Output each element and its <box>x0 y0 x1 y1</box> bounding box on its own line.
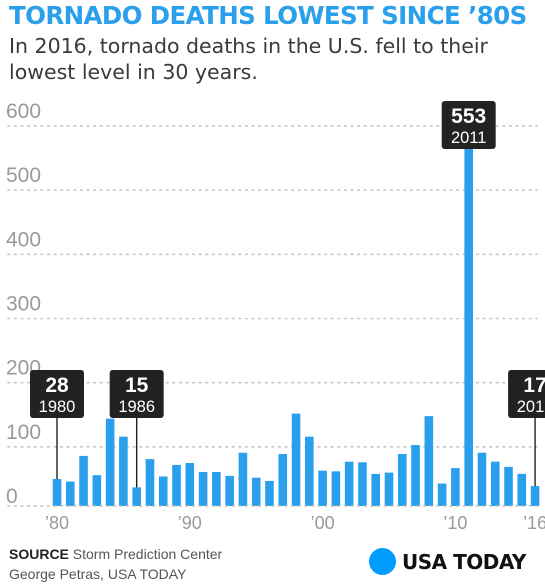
bar <box>477 452 487 506</box>
bar <box>225 475 234 506</box>
callout-box <box>508 370 545 418</box>
bar <box>119 436 128 506</box>
bar <box>344 461 354 506</box>
bar <box>517 473 527 506</box>
bar <box>65 481 75 506</box>
bar <box>384 472 394 506</box>
bar <box>397 454 407 506</box>
bar <box>305 436 314 506</box>
bar <box>371 473 381 506</box>
bar <box>278 454 288 506</box>
x-axis-ticks: ’80 ’90 ’00 ’10 ’16 <box>45 513 545 533</box>
bar <box>464 142 473 506</box>
bar <box>490 461 500 506</box>
x-tick-label: ’16 <box>523 513 545 533</box>
y-tick-label: 100 <box>6 421 41 444</box>
bar <box>238 452 248 506</box>
bar <box>172 464 181 506</box>
callout-box <box>441 101 496 149</box>
callout-box <box>30 370 84 418</box>
callout-year: 2011 <box>451 129 486 147</box>
callout-value: 17 <box>523 374 545 397</box>
gridlines <box>7 125 538 448</box>
brand-dot-icon <box>369 548 396 575</box>
bar <box>212 471 221 506</box>
bar <box>331 471 341 506</box>
bar <box>158 476 168 506</box>
bar <box>79 455 88 506</box>
callout-year: 1986 <box>118 398 155 416</box>
bar <box>318 470 327 506</box>
bar <box>437 483 447 506</box>
brand-wordmark: USA TODAY <box>402 549 526 574</box>
bar <box>451 468 460 506</box>
x-tick-label: ’10 <box>443 513 467 533</box>
bar <box>411 445 420 506</box>
chart-subtitle: In 2016, tornado deaths in the U.S. fell… <box>9 34 488 84</box>
usa-today-logo: USA TODAY <box>369 548 526 575</box>
bar <box>185 462 195 506</box>
bar <box>358 462 367 506</box>
x-tick-label: ’80 <box>45 513 69 533</box>
source-note: SOURCE Storm Prediction Center <box>9 546 222 562</box>
bar <box>105 418 115 506</box>
source-text: Storm Prediction Center <box>68 546 223 562</box>
callout-value: 28 <box>45 374 69 397</box>
callout-year: 2016 <box>517 398 545 416</box>
y-tick-label: 0 <box>6 485 18 508</box>
callout-year: 1980 <box>39 398 76 416</box>
y-tick-label: 300 <box>6 292 41 315</box>
bar <box>198 471 208 506</box>
bar <box>132 487 141 506</box>
callout-value: 553 <box>451 105 486 128</box>
y-tick-label: 600 <box>6 100 41 123</box>
bars <box>52 142 540 506</box>
bar <box>291 413 301 506</box>
chart-title: TORNADO DEATHS LOWEST SINCE ’80S <box>9 1 527 30</box>
y-tick-label: 500 <box>6 164 41 187</box>
bar <box>92 475 102 506</box>
bar <box>504 466 513 506</box>
bar <box>52 479 62 506</box>
bar <box>265 480 274 506</box>
callout-box <box>109 370 164 418</box>
bar <box>251 477 261 506</box>
credit-note: George Petras, USA TODAY <box>9 566 187 582</box>
x-tick-label: ’00 <box>311 513 335 533</box>
callout-value: 15 <box>125 374 149 397</box>
x-tick-label: ’90 <box>178 513 202 533</box>
bar <box>530 486 540 506</box>
source-label: SOURCE <box>9 546 69 562</box>
y-tick-label: 400 <box>6 228 41 251</box>
bar <box>424 416 434 506</box>
bar <box>145 459 155 506</box>
